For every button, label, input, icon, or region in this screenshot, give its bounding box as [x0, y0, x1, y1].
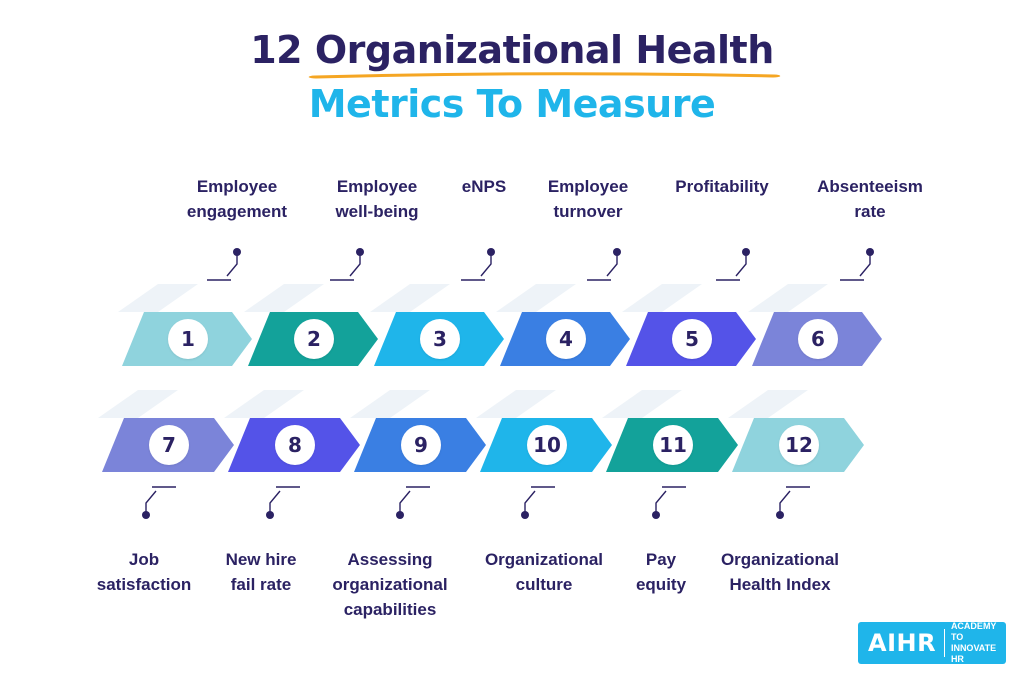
aihr-logo: AIHR ACADEMY TO INNOVATE HR [858, 621, 1006, 665]
metric-label-8-line-2: fail rate [230, 575, 292, 594]
title-highlight-text: Organizational Health [314, 28, 774, 72]
chevron-shadow-6 [748, 284, 828, 312]
metric-label-6: Absenteeism rate [795, 174, 945, 224]
metric-label-10: Organizational culture [469, 547, 619, 597]
metric-label-9-line-3: capabilities [343, 600, 437, 619]
connector-dot-7 [142, 511, 150, 519]
metric-label-2-line-1: Employee [336, 177, 418, 196]
step-number-4: 4 [546, 319, 586, 359]
step-number-10: 10 [527, 425, 567, 465]
connector-dot-11 [652, 511, 660, 519]
metric-label-5: Profitability [647, 174, 797, 199]
metric-label-11-line-1: Pay [645, 550, 677, 569]
logo-divider [944, 629, 945, 657]
metric-label-5-line-1: Profitability [675, 177, 769, 196]
chevron-shadow-9 [350, 390, 430, 418]
chevron-shadow-10 [476, 390, 556, 418]
connector-7 [142, 486, 176, 519]
metric-label-6-line-2: rate [854, 202, 886, 221]
chevron-shadow-11 [602, 390, 682, 418]
metric-label-1-line-1: Employee [196, 177, 278, 196]
metric-label-4-line-1: Employee [547, 177, 629, 196]
connector-8 [266, 486, 300, 519]
connector-5 [716, 248, 750, 281]
connector-11 [652, 486, 686, 519]
metric-label-9: Assessing organizational capabilities [315, 547, 465, 622]
chevron-shadow-5 [622, 284, 702, 312]
chevron-shadow-7 [98, 390, 178, 418]
connector-6 [840, 248, 874, 281]
title-number: 12 [250, 28, 303, 72]
title-highlight: Organizational Health [308, 28, 781, 79]
chevron-shadow-4 [496, 284, 576, 312]
metric-label-12: Organizational Health Index [705, 547, 855, 597]
metric-label-11: Pay equity [586, 547, 736, 597]
metric-label-2: Employee well-being [302, 174, 452, 224]
page-title-line-2: Metrics To Measure [308, 82, 716, 126]
step-number-1: 1 [168, 319, 208, 359]
metric-label-3-line-1: eNPS [461, 177, 507, 196]
connector-dot-6 [866, 248, 874, 256]
step-number-5: 5 [672, 319, 712, 359]
metric-label-6-line-1: Absenteeism [817, 177, 923, 196]
step-number-9: 9 [401, 425, 441, 465]
connector-dot-3 [487, 248, 495, 256]
logo-wordmark: AIHR [868, 629, 937, 657]
connector-dot-12 [776, 511, 784, 519]
chevron-shadow-12 [728, 390, 808, 418]
connector-dot-4 [613, 248, 621, 256]
step-number-11: 11 [653, 425, 693, 465]
logo-tagline: ACADEMY TO INNOVATE HR [951, 621, 1006, 665]
connector-dot-5 [742, 248, 750, 256]
connector-dot-2 [356, 248, 364, 256]
metric-label-4-line-2: turnover [553, 202, 623, 221]
connector-dot-8 [266, 511, 274, 519]
chevron-shadow-8 [224, 390, 304, 418]
metric-label-1-line-2: engagement [186, 202, 288, 221]
metric-label-8: New hire fail rate [186, 547, 336, 597]
connector-dot-1 [233, 248, 241, 256]
connector-4 [587, 248, 621, 281]
metric-label-4: Employee turnover [513, 174, 663, 224]
step-number-2: 2 [294, 319, 334, 359]
logo-tagline-line-1: ACADEMY TO [950, 621, 997, 642]
orange-underline-decoration [308, 72, 781, 79]
connector-10 [521, 486, 555, 519]
metric-label-10-line-2: culture [515, 575, 573, 594]
chevron-shadow-2 [244, 284, 324, 312]
chevron-shadow-3 [370, 284, 450, 312]
connector-dot-9 [396, 511, 404, 519]
metric-label-12-line-1: Organizational [720, 550, 840, 569]
metric-label-8-line-1: New hire [225, 550, 297, 569]
metric-label-11-line-2: equity [635, 575, 687, 594]
connector-dot-10 [521, 511, 529, 519]
metric-label-3: eNPS [409, 174, 559, 199]
metric-label-9-line-1: Assessing [347, 550, 433, 569]
metric-label-10-line-1: Organizational [484, 550, 604, 569]
metric-label-1: Employee engagement [162, 174, 312, 224]
step-number-6: 6 [798, 319, 838, 359]
metric-label-7: Job satisfaction [69, 547, 219, 597]
metric-label-7-line-1: Job [128, 550, 160, 569]
metric-label-7-line-2: satisfaction [96, 575, 192, 594]
metric-label-9-line-2: organizational [332, 575, 448, 594]
connector-3 [461, 248, 495, 281]
chevron-shadow-1 [118, 284, 198, 312]
page-title-line-1: 12 Organizational Health [0, 28, 1024, 79]
logo-tagline-line-2: INNOVATE HR [950, 643, 997, 664]
metric-label-12-line-2: Health Index [729, 575, 831, 594]
metric-label-2-line-2: well-being [335, 202, 419, 221]
connector-9 [396, 486, 430, 519]
connector-2 [330, 248, 364, 281]
step-number-7: 7 [149, 425, 189, 465]
connector-12 [776, 486, 810, 519]
connector-1 [207, 248, 241, 281]
step-number-3: 3 [420, 319, 460, 359]
step-number-12: 12 [779, 425, 819, 465]
step-number-8: 8 [275, 425, 315, 465]
